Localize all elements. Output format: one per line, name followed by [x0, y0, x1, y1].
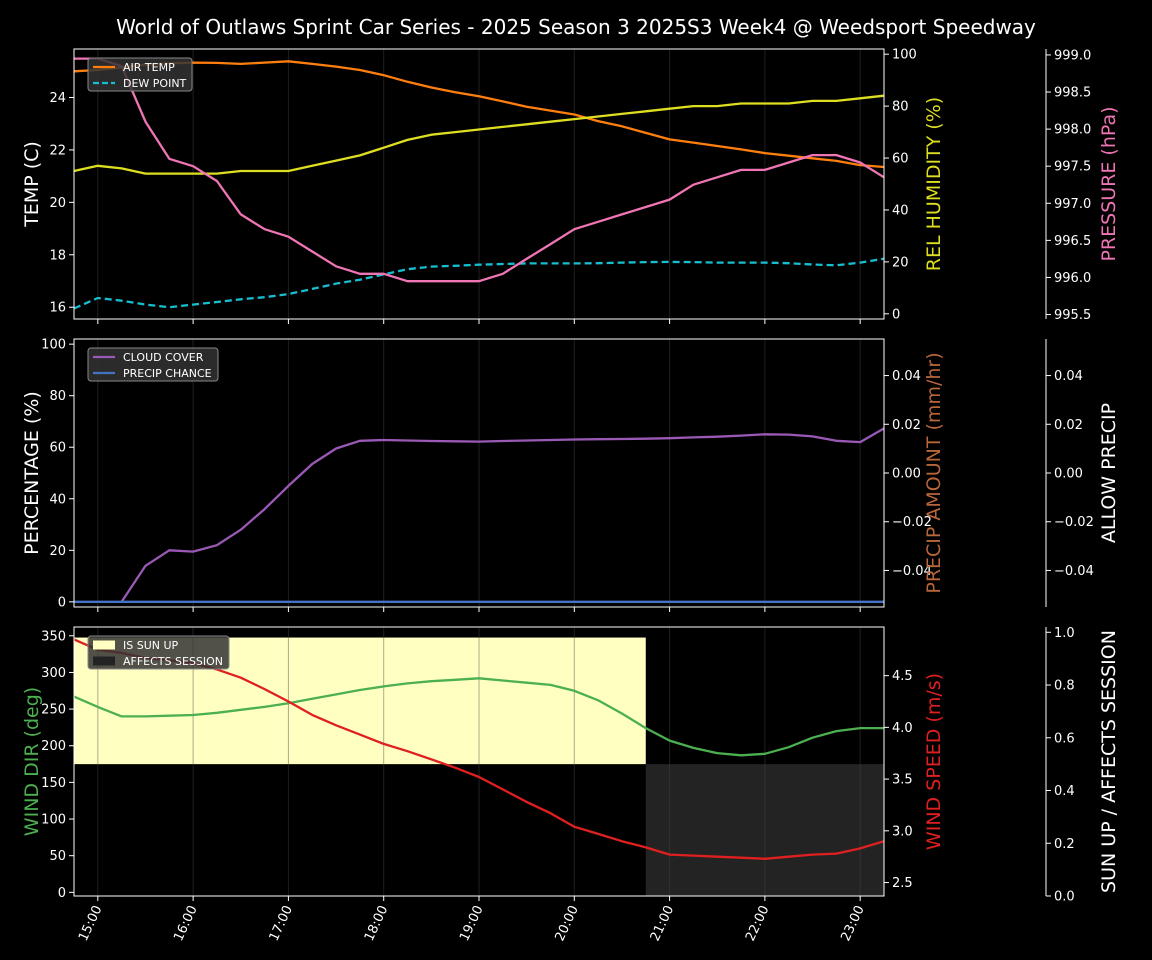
- far-axis-tick-label: 996.5: [1054, 234, 1091, 249]
- far-axis-tick-label: 0.8: [1054, 679, 1075, 694]
- left-axis-tick-label: 100: [41, 813, 66, 828]
- left-axis-tick-label: 22: [49, 143, 66, 158]
- right-axis-tick-label: 20: [892, 255, 909, 270]
- far-axis-tick-label: 997.0: [1054, 197, 1091, 212]
- far-axis-tick-label: 0.4: [1054, 784, 1075, 799]
- air-temp-legend-label: AIR TEMP: [123, 61, 175, 74]
- affects-session-band: [645, 764, 884, 896]
- far-axis-tick-label: 0.02: [1054, 418, 1083, 433]
- legend-box: [87, 347, 219, 382]
- far-axis-tick-label: 0.04: [1054, 369, 1083, 384]
- right-axis-tick-label: 3.0: [892, 824, 913, 839]
- far-axis-tick-label: 999.0: [1054, 48, 1091, 63]
- right-axis-tick-label: 4.0: [892, 721, 913, 736]
- affects-session-legend-swatch: [93, 656, 115, 666]
- right-axis-tick-label: 3.5: [892, 773, 913, 788]
- dew-point-series-line: [73, 257, 885, 310]
- far-axis-tick-label: 995.5: [1054, 308, 1091, 323]
- left-axis-tick-label: 250: [41, 703, 66, 718]
- left-axis-tick-label: 20: [49, 196, 66, 211]
- left-axis-title: PERCENTAGE (%): [21, 391, 43, 555]
- is-sun-up-legend-label: IS SUN UP: [123, 639, 179, 652]
- precip-chance-legend-label: PRECIP CHANCE: [123, 367, 212, 380]
- left-axis-tick-label: 60: [49, 441, 66, 456]
- far-axis-tick-label: 0.00: [1054, 467, 1083, 482]
- far-axis-tick-label: −0.02: [1054, 515, 1094, 530]
- left-axis-tick-label: 0: [58, 886, 66, 901]
- left-axis-tick-label: 80: [49, 389, 66, 404]
- far-axis-tick-label: 0.2: [1054, 837, 1075, 852]
- left-axis-tick-label: 300: [41, 666, 66, 681]
- legend-box: [87, 635, 230, 670]
- cloud-cover-series-line: [120, 427, 885, 603]
- right-axis-title: REL HUMIDITY (%): [923, 97, 945, 271]
- right-axis-title: PRECIP AMOUNT (mm/hr): [923, 352, 945, 593]
- left-axis-tick-label: 16: [49, 301, 66, 316]
- right-axis-tick-label: 0.04: [892, 369, 921, 384]
- far-axis-title: ALLOW PRECIP: [1098, 403, 1120, 543]
- right-axis-tick-label: −0.04: [892, 564, 932, 579]
- right-axis-tick-label: 2.5: [892, 876, 913, 891]
- right-axis-tick-label: 4.5: [892, 669, 913, 684]
- left-axis-tick-label: 100: [41, 338, 66, 353]
- left-axis-tick-label: 40: [49, 492, 66, 507]
- right-axis-tick-label: 40: [892, 203, 909, 218]
- clouds-precip-panel: 0 20 40 60 80 100 −0.04 −0.02 0.00 0.02 0.04 −0.04 −…: [21, 338, 1120, 612]
- right-axis-tick-label: 80: [892, 100, 909, 115]
- far-axis-tick-label: −0.04: [1054, 564, 1094, 579]
- left-axis-tick-label: 20: [49, 544, 66, 559]
- far-axis-tick-label: 998.0: [1054, 123, 1091, 138]
- left-axis-tick-label: 150: [41, 776, 66, 791]
- is-sun-up-legend-swatch: [93, 640, 115, 650]
- right-axis-tick-label: 100: [892, 48, 917, 63]
- far-axis-tick-label: 1.0: [1054, 626, 1075, 641]
- right-axis-title: WIND SPEED (m/s): [923, 673, 945, 850]
- right-axis-tick-label: 0.02: [892, 418, 921, 433]
- left-axis-tick-label: 350: [41, 629, 66, 644]
- right-axis-tick-label: −0.02: [892, 515, 932, 530]
- affects-session-legend-label: AFFECTS SESSION: [123, 655, 223, 668]
- figure-title: World of Outlaws Sprint Car Series - 202…: [116, 15, 1036, 39]
- left-axis-tick-label: 0: [58, 595, 66, 610]
- cloud-cover-legend-label: CLOUD COVER: [123, 351, 204, 364]
- left-axis-tick-label: 50: [49, 849, 66, 864]
- right-axis-tick-label: 60: [892, 152, 909, 167]
- dew-point-legend-label: DEW POINT: [123, 77, 187, 90]
- air-temp-series-line: [73, 60, 885, 169]
- left-axis-tick-label: 18: [49, 248, 66, 263]
- left-axis-tick-label: 24: [49, 91, 66, 106]
- far-axis-title: PRESSURE (hPa): [1098, 106, 1120, 261]
- far-axis-tick-label: 997.5: [1054, 160, 1091, 175]
- right-axis-tick-label: 0: [892, 307, 900, 322]
- left-axis-tick-label: 200: [41, 739, 66, 754]
- right-axis-tick-label: 0.00: [892, 467, 921, 482]
- weather-temperature-panel: 16 18 20 22 24 0 20 40 60 80 100 995.5 996.0 996.5 997…: [21, 48, 1120, 324]
- wind-dir-series-line: [73, 677, 884, 757]
- far-axis-tick-label: 998.5: [1054, 86, 1091, 101]
- rel-humidity-series-line: [73, 94, 885, 175]
- left-axis-title: WIND DIR (deg): [21, 687, 43, 836]
- left-axis-title: TEMP (C): [21, 141, 43, 228]
- far-axis-title: SUN UP / AFFECTS SESSION: [1098, 630, 1120, 893]
- pressure-series-line: [74, 57, 885, 283]
- far-axis-tick-label: 0.6: [1054, 731, 1075, 746]
- far-axis-tick-label: 996.0: [1054, 271, 1091, 286]
- far-axis-tick-label: 0.0: [1054, 890, 1075, 905]
